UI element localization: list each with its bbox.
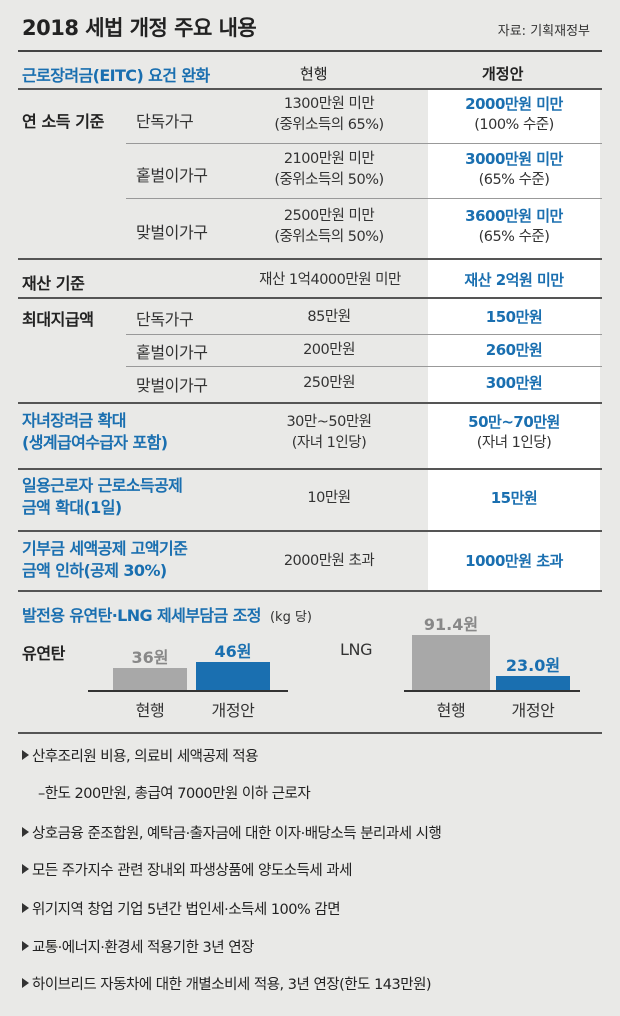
triangle-bullet-icon	[22, 941, 29, 951]
income-revised-single: 2000만원 미만 (100% 수준)	[465, 95, 563, 133]
max-revised-single: 150만원	[485, 308, 543, 326]
axis-line	[88, 690, 288, 692]
value-label: 91.4원	[423, 615, 479, 634]
category-label: 개정안	[511, 701, 555, 720]
bullet-item: 하이브리드 자동차에 대한 개별소비세 적용, 3년 연장(한도 143만원)	[22, 973, 432, 994]
chart-title-coal: 유연탄	[22, 644, 65, 663]
daily-revised: 15만원	[490, 489, 538, 507]
household-label-single: 단독가구	[136, 310, 194, 329]
triangle-bullet-icon	[22, 978, 29, 988]
income-current-single: 1300만원 미만 (중위소득의 65%)	[274, 96, 384, 133]
income-revised-dual-earner: 3600만원 미만 (65% 수준)	[465, 207, 563, 245]
triangle-bullet-icon	[22, 864, 29, 874]
bullet-item: 상호금융 준조합원, 예탁금·출자금에 대한 이자·배당소득 분리과세 시행	[22, 822, 442, 843]
triangle-bullet-icon	[22, 750, 29, 760]
axis-line	[404, 690, 580, 692]
divider	[18, 732, 602, 734]
column-header-current: 현행	[300, 65, 328, 83]
asset-criteria-label: 재산 기준	[22, 274, 85, 293]
divider	[18, 468, 602, 470]
divider	[18, 88, 602, 90]
eitc-section-title: 근로장려금(EITC) 요건 완화	[22, 66, 210, 85]
divider	[126, 143, 602, 144]
donation-current: 2000만원 초과	[283, 553, 375, 569]
max-current-dual-earner: 250만원	[303, 375, 355, 391]
income-criteria-label: 연 소득 기준	[22, 112, 104, 131]
asset-current: 재산 1억4000만원 미만	[259, 272, 401, 288]
bullet-item: 위기지역 창업 기업 5년간 법인세·소득세 100% 감면	[22, 898, 341, 919]
divider	[18, 258, 602, 260]
bar-coal-revised	[196, 662, 270, 690]
household-label-dual-earner: 맞벌이가구	[136, 376, 208, 395]
category-label: 현행	[436, 701, 466, 720]
value-label: 36원	[131, 648, 169, 667]
page-title: 2018 세법 개정 주요 내용	[22, 16, 257, 40]
max-revised-dual-earner: 300만원	[485, 374, 543, 392]
column-header-revised: 개정안	[482, 65, 524, 83]
bullet-item: –한도 200만원, 총급여 7000만원 이하 근로자	[38, 786, 311, 802]
revised-column-background	[428, 88, 600, 590]
divider	[18, 297, 602, 299]
household-label-dual-earner: 맞벌이가구	[136, 223, 208, 242]
child-current: 30만~50만원 (자녀 1인당)	[286, 414, 372, 451]
source-label: 자료: 기획재정부	[497, 24, 590, 39]
household-label-single-earner: 홑벌이가구	[136, 343, 208, 362]
bar-coal-current	[113, 668, 187, 690]
household-label-single: 단독가구	[136, 112, 194, 131]
daily-current: 10만원	[307, 490, 351, 506]
divider	[126, 198, 602, 199]
donation-credit-label: 기부금 세액공제 고액기준 금액 인하(공제 30%)	[22, 539, 188, 580]
divider	[18, 530, 602, 532]
max-current-single-earner: 200만원	[303, 342, 355, 358]
category-label: 현행	[135, 701, 165, 720]
triangle-bullet-icon	[22, 903, 29, 913]
income-revised-single-earner: 3000만원 미만 (65% 수준)	[465, 150, 563, 188]
bar-lng-revised	[496, 676, 570, 690]
divider	[126, 334, 602, 335]
fuel-section-title: 발전용 유연탄·LNG 제세부담금 조정	[22, 606, 261, 625]
asset-revised: 재산 2억원 미만	[464, 271, 564, 289]
category-label: 개정안	[211, 701, 255, 720]
bar-lng-current	[412, 635, 490, 690]
fuel-unit: (kg 당)	[269, 610, 312, 625]
divider	[126, 366, 602, 367]
household-label-single-earner: 홑벌이가구	[136, 166, 208, 185]
value-label: 46원	[214, 642, 252, 661]
title-divider	[18, 50, 602, 52]
value-label: 23.0원	[505, 656, 561, 675]
chart-title-lng: LNG	[340, 640, 373, 659]
income-current-dual-earner: 2500만원 미만 (중위소득의 50%)	[274, 208, 384, 245]
divider	[18, 402, 602, 404]
bullet-item: 산후조리원 비용, 의료비 세액공제 적용	[22, 745, 258, 766]
divider	[18, 590, 602, 592]
triangle-bullet-icon	[22, 827, 29, 837]
max-current-single: 85만원	[307, 309, 351, 325]
income-current-single-earner: 2100만원 미만 (중위소득의 50%)	[274, 151, 384, 188]
daily-worker-deduction-label: 일용근로자 근로소득공제 금액 확대(1일)	[22, 476, 183, 517]
fuel-section-header: 발전용 유연탄·LNG 제세부담금 조정 (kg 당)	[22, 602, 312, 626]
bullet-item: 모든 주가지수 관련 장내외 파생상품에 양도소득세 과세	[22, 859, 352, 880]
bullet-item: 교통·에너지·환경세 적용기한 3년 연장	[22, 936, 254, 957]
max-payment-label: 최대지급액	[22, 310, 94, 329]
child-incentive-label: 자녀장려금 확대 (생계급여수급자 포함)	[22, 411, 168, 452]
max-revised-single-earner: 260만원	[485, 341, 543, 359]
child-revised: 50만~70만원 (자녀 1인당)	[468, 413, 560, 451]
donation-revised: 1000만원 초과	[465, 552, 563, 570]
